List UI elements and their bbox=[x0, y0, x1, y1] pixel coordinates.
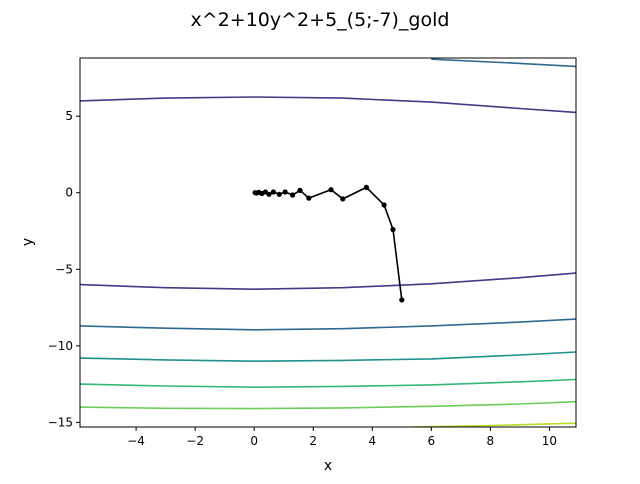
path-point bbox=[390, 226, 396, 233]
x-tick-label: 8 bbox=[487, 434, 495, 448]
x-axis-label: x bbox=[324, 458, 332, 474]
path-point bbox=[252, 190, 258, 196]
contour-3 bbox=[80, 272, 576, 291]
contour-7 bbox=[80, 400, 576, 410]
x-axis-ticks: −4 −2 0 2 4 6 8 10 bbox=[127, 427, 557, 448]
data-series bbox=[252, 184, 405, 303]
path-point bbox=[306, 195, 312, 201]
contour-5 bbox=[80, 351, 576, 363]
y-tick-label: −15 bbox=[48, 415, 73, 429]
y-tick-label: 5 bbox=[65, 109, 73, 123]
y-axis-ticks: 5 0 −5 −10 −15 bbox=[48, 109, 80, 429]
plot-frame bbox=[79, 57, 577, 428]
contour-6 bbox=[80, 378, 576, 389]
contour-4 bbox=[80, 318, 576, 331]
path-point bbox=[282, 189, 288, 195]
path-point bbox=[297, 187, 303, 193]
contour-2 bbox=[431, 58, 576, 68]
x-tick-label: −4 bbox=[127, 434, 145, 448]
path-point bbox=[270, 189, 276, 195]
path-point bbox=[399, 297, 405, 303]
y-tick-label: −10 bbox=[48, 339, 73, 353]
x-tick-label: 4 bbox=[368, 434, 376, 448]
x-tick-label: 0 bbox=[250, 434, 258, 448]
path-point bbox=[290, 192, 296, 198]
chart-title: x^2+10y^2+5_(5;-7)_gold bbox=[191, 9, 450, 31]
path-point bbox=[363, 184, 369, 190]
path-point bbox=[276, 191, 282, 197]
y-axis-label: y bbox=[20, 238, 36, 246]
path-point bbox=[381, 202, 387, 208]
x-tick-label: −2 bbox=[186, 434, 204, 448]
x-tick-label: 6 bbox=[428, 434, 436, 448]
x-tick-label: 2 bbox=[309, 434, 317, 448]
contour-1 bbox=[80, 96, 576, 114]
path-point bbox=[328, 187, 334, 193]
path-point bbox=[340, 196, 346, 202]
x-tick-label: 10 bbox=[542, 434, 557, 448]
y-tick-label: −5 bbox=[55, 262, 73, 276]
y-tick-label: 0 bbox=[65, 186, 73, 200]
